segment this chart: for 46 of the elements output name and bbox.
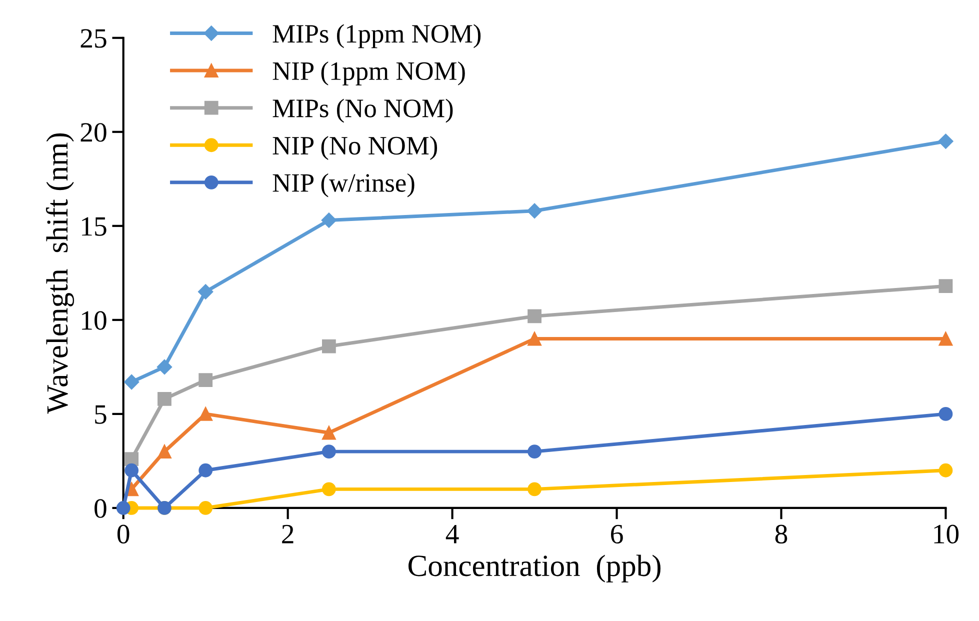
point — [322, 339, 336, 354]
point — [322, 426, 336, 440]
point — [322, 444, 336, 459]
x-tick-label: 8 — [775, 524, 788, 544]
legend-label: NIP (No NOM) — [272, 136, 438, 160]
point — [938, 332, 953, 346]
point — [321, 212, 337, 228]
point — [198, 501, 213, 515]
point — [938, 407, 953, 421]
point — [526, 203, 542, 218]
point — [198, 463, 213, 478]
x-tick-label: 2 — [282, 524, 294, 544]
x-tick-label: 4 — [446, 524, 459, 544]
x-tick-label: 10 — [934, 524, 959, 544]
point — [528, 309, 542, 324]
legend-label: MIPs (1ppm NOM) — [272, 24, 481, 48]
point — [198, 284, 214, 300]
point — [124, 374, 140, 390]
point — [124, 452, 139, 466]
point — [528, 482, 542, 496]
point — [528, 332, 542, 346]
legend-label: MIPs (No NOM) — [272, 98, 453, 123]
point — [158, 392, 172, 406]
point — [116, 501, 130, 515]
point — [156, 359, 172, 375]
x-tick-label: 0 — [117, 524, 130, 544]
point — [158, 444, 172, 459]
x-tick-label: 6 — [611, 524, 623, 544]
y-tick-label: 0 — [94, 499, 106, 518]
y-tick-label: 5 — [95, 405, 106, 424]
x-axis-title: Concentration (ppb) — [408, 554, 660, 582]
y-axis-title: Wavelength shift (nm) — [46, 133, 74, 414]
legend-label: NIP (w/rinse) — [272, 173, 414, 198]
point — [528, 444, 542, 459]
y-tick-label: 10 — [82, 311, 106, 330]
point — [198, 407, 213, 421]
point — [938, 134, 954, 149]
point — [322, 482, 336, 496]
y-tick-label: 20 — [80, 123, 106, 142]
y-tick-label: 25 — [80, 29, 106, 48]
legend-label: NIP (1ppm NOM) — [272, 61, 465, 86]
point — [198, 373, 213, 388]
point — [938, 279, 953, 294]
point — [124, 463, 139, 478]
y-tick-label: 15 — [82, 217, 106, 236]
point — [938, 463, 953, 478]
